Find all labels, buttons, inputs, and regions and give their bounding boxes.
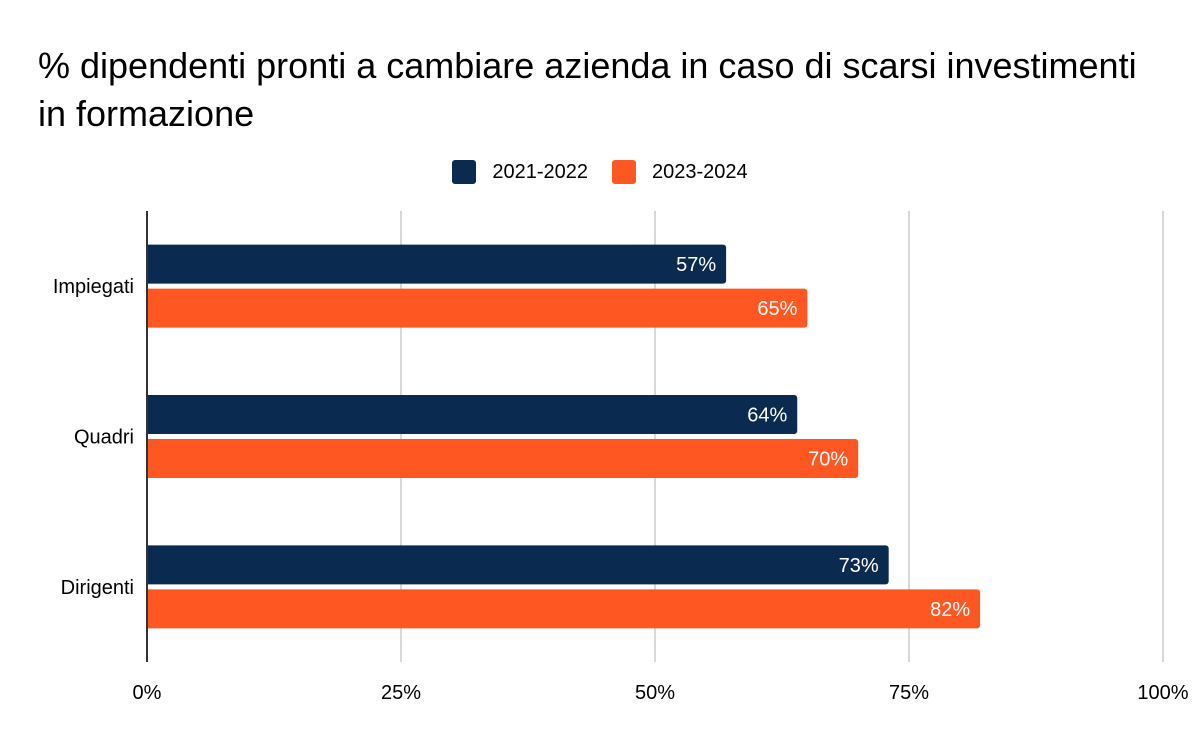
data-label: 57% bbox=[676, 254, 716, 276]
x-tick-label: 25% bbox=[381, 682, 421, 704]
bar-1 bbox=[147, 545, 889, 585]
x-tick-label: 50% bbox=[635, 682, 675, 704]
bar-2 bbox=[147, 439, 859, 478]
bar-2 bbox=[147, 288, 808, 328]
data-label: 64% bbox=[747, 405, 787, 427]
legend-item-series-2: 2023-2024 bbox=[612, 160, 748, 184]
x-tick-label: 100% bbox=[1137, 682, 1188, 704]
bar-2 bbox=[147, 589, 981, 629]
category-label: Quadri bbox=[74, 427, 134, 449]
chart-title: % dipendenti pronti a cambiare azienda i… bbox=[38, 45, 1137, 134]
category-label: Dirigenti bbox=[61, 577, 134, 599]
data-label: 70% bbox=[808, 449, 848, 471]
category-label: Impiegati bbox=[53, 276, 134, 298]
data-label: 82% bbox=[930, 599, 970, 621]
legend-item-series-1: 2021-2022 bbox=[452, 160, 588, 184]
legend-label-series-1: 2021-2022 bbox=[492, 160, 588, 183]
legend-swatch-series-1 bbox=[452, 160, 477, 184]
x-tick-label: 0% bbox=[133, 682, 162, 704]
data-label: 65% bbox=[757, 298, 797, 320]
legend: 2021-2022 2023-2024 bbox=[0, 157, 1200, 187]
bar-1 bbox=[147, 244, 727, 284]
legend-label-series-2: 2023-2024 bbox=[652, 160, 748, 183]
x-tick-label: 75% bbox=[889, 682, 929, 704]
bar-1 bbox=[147, 395, 798, 434]
legend-swatch-series-2 bbox=[612, 160, 636, 184]
data-label: 73% bbox=[839, 555, 879, 577]
